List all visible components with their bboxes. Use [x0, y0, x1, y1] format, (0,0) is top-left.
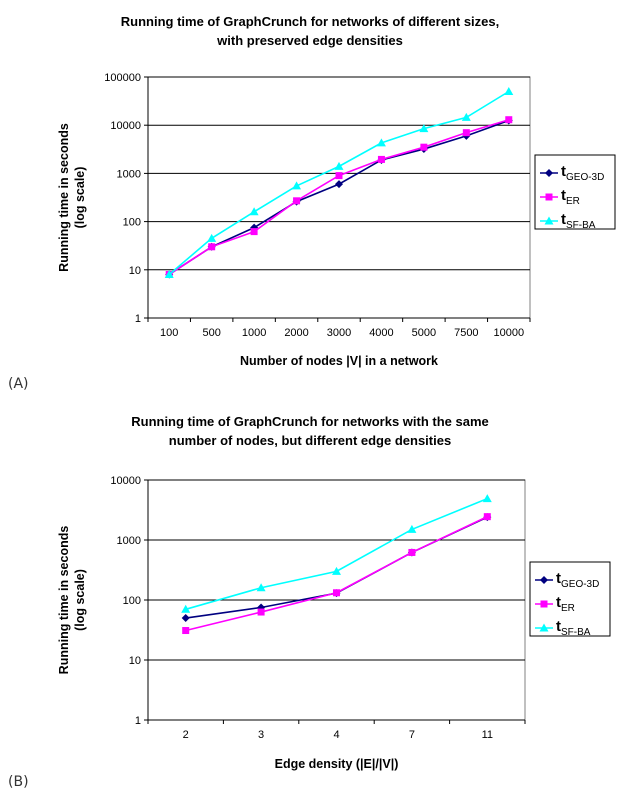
- chart-b-series-er: [182, 513, 491, 635]
- chart-a-x-tick-label: 4000: [369, 327, 393, 339]
- chart-a-series-line: [168, 119, 510, 276]
- chart-a-x-tick-label: 500: [202, 327, 220, 339]
- chart-a-legend-marker: [545, 169, 553, 177]
- chart-a-x-tick-label: 100: [160, 327, 178, 339]
- chart-a-data-point: [377, 155, 385, 163]
- chart-a-legend-box: [534, 154, 616, 230]
- chart-a-data-point: [292, 181, 302, 190]
- chart-a-x-tick-label: 1000: [242, 327, 266, 339]
- chart-b-data-point: [483, 513, 491, 521]
- chart-b-data-point: [256, 583, 266, 592]
- chart-b-x-tick-label: 2: [183, 729, 189, 741]
- chart-a-data-point: [504, 87, 514, 96]
- chart-b-y-tick-label: 1: [135, 715, 141, 727]
- chart-a-y-tick-label: 1000: [117, 168, 141, 180]
- chart-a-data-point: [208, 243, 216, 251]
- chart-a-series-line: [168, 118, 510, 276]
- chart-panel-a: Running time of GraphCrunch for networks…: [0, 0, 620, 400]
- chart-a-x-tick-label: 3000: [327, 327, 351, 339]
- chart-a-plot: 1 10 100 1000 10000 100000 100 500 1000 2000 3000 4…: [57, 72, 616, 368]
- chart-a-series-geo-3d: [165, 116, 513, 279]
- chart-a-y-axis-label: Running time in seconds: [57, 123, 71, 272]
- chart-b-plot: 1 10 100 1000 10000 2 3 4 7 11 Edge density (|E|/|…: [57, 475, 611, 771]
- chart-a-data-point: [249, 207, 259, 216]
- chart-panel-b: Running time of GraphCrunch for networks…: [0, 400, 620, 801]
- chart-b-legend-box: [529, 561, 611, 637]
- chart-a-series-er: [165, 116, 513, 278]
- chart-b-x-tick-label: 3: [258, 729, 264, 741]
- chart-a-title-line-2: with preserved edge densities: [217, 33, 403, 48]
- chart-a-data-point: [420, 143, 428, 151]
- chart-a-data-point: [461, 112, 471, 121]
- chart-b-y-tick-label: 10000: [110, 475, 141, 487]
- chart-a-legend: tGEO-3D tER tSF-BA: [534, 154, 616, 231]
- chart-b-data-point: [408, 548, 416, 556]
- chart-a-legend-marker: [544, 216, 554, 225]
- chart-a-data-point: [335, 172, 343, 180]
- chart-b-x-tick-label: 11: [482, 729, 493, 741]
- chart-b-y-axis-label: (log scale): [73, 569, 87, 631]
- chart-b-y-tick-label: 1000: [117, 535, 141, 547]
- chart-a-y-tick-label: 100000: [104, 72, 141, 84]
- chart-a-y-tick-label: 10000: [110, 120, 141, 132]
- chart-b-data-point: [333, 589, 340, 597]
- chart-a-data-point: [334, 161, 344, 170]
- chart-b-data-point: [257, 603, 266, 612]
- chart-a-legend-marker: [545, 193, 553, 201]
- chart-a-data-point: [250, 228, 258, 236]
- chart-a-legend-entry: tER: [561, 187, 580, 207]
- chart-b-legend-marker: [540, 600, 548, 608]
- chart-b-y-tick-label: 100: [123, 595, 141, 607]
- chart-b-title: Running time of GraphCrunch for networks…: [0, 412, 620, 450]
- chart-b-legend-entry: tER: [556, 594, 575, 614]
- chart-a-x-tick-label: 2000: [284, 327, 308, 339]
- chart-a-data-point: [419, 124, 429, 133]
- chart-b-legend-marker: [539, 623, 549, 632]
- chart-b-legend: tGEO-3D tER tSF-BA: [529, 561, 611, 638]
- chart-b-legend-entry: tSF-BA: [556, 618, 591, 638]
- chart-a-y-axis-label: (log scale): [73, 167, 87, 229]
- chart-b-data-point: [181, 614, 190, 623]
- chart-a-legend-entry: tSF-BA: [561, 211, 596, 231]
- chart-b-data-point: [332, 566, 341, 575]
- chart-b-x-axis-label: Edge density (|E|/|V|): [275, 757, 399, 771]
- chart-a-data-point: [505, 116, 513, 124]
- chart-b-data-point: [257, 608, 265, 616]
- chart-a-y-tick-label: 1: [135, 313, 141, 325]
- chart-b-title-line-2: number of nodes, but different edge dens…: [168, 433, 452, 448]
- chart-a-series-sf-ba: [164, 87, 514, 278]
- chart-a-data-point: [376, 138, 386, 147]
- chart-a-legend-entry: tGEO-3D: [561, 163, 604, 183]
- chart-a-x-tick-label: 7500: [454, 327, 478, 339]
- chart-a-data-point: [164, 269, 174, 278]
- panel-a-label: (A): [8, 376, 29, 392]
- chart-b-data-point: [182, 627, 190, 635]
- chart-b-data-point: [482, 494, 492, 503]
- chart-a-title-line-1: Running time of GraphCrunch for networks…: [120, 14, 500, 29]
- chart-a-y-tick-label: 100: [123, 217, 141, 229]
- chart-a-data-point: [462, 129, 470, 137]
- chart-b-legend-marker: [540, 576, 548, 584]
- chart-a-data-point: [335, 180, 343, 189]
- chart-a-x-tick-label: 5000: [412, 327, 436, 339]
- chart-a-data-point: [207, 233, 217, 242]
- chart-b-title-line-1: Running time of GraphCrunch for networks…: [131, 414, 489, 429]
- chart-a-y-tick-label: 10: [129, 265, 141, 277]
- chart-b-x-tick-label: 7: [409, 729, 415, 741]
- chart-b-x-tick-label: 4: [333, 729, 339, 741]
- chart-b-y-tick-label: 10: [129, 655, 141, 667]
- chart-b-series-sf-ba: [181, 494, 492, 613]
- chart-a-x-axis-label: Number of nodes |V| in a network: [240, 354, 438, 368]
- chart-a-data-point: [293, 197, 301, 205]
- panel-b-label: (B): [8, 774, 29, 790]
- chart-b-data-point: [181, 604, 191, 613]
- chart-a-title: Running time of GraphCrunch for networks…: [0, 12, 620, 50]
- chart-b-y-axis-label: Running time in seconds: [57, 526, 71, 675]
- chart-a-x-tick-label: 10000: [493, 327, 524, 339]
- chart-b-data-point: [407, 524, 417, 533]
- chart-b-legend-entry: tGEO-3D: [556, 570, 599, 590]
